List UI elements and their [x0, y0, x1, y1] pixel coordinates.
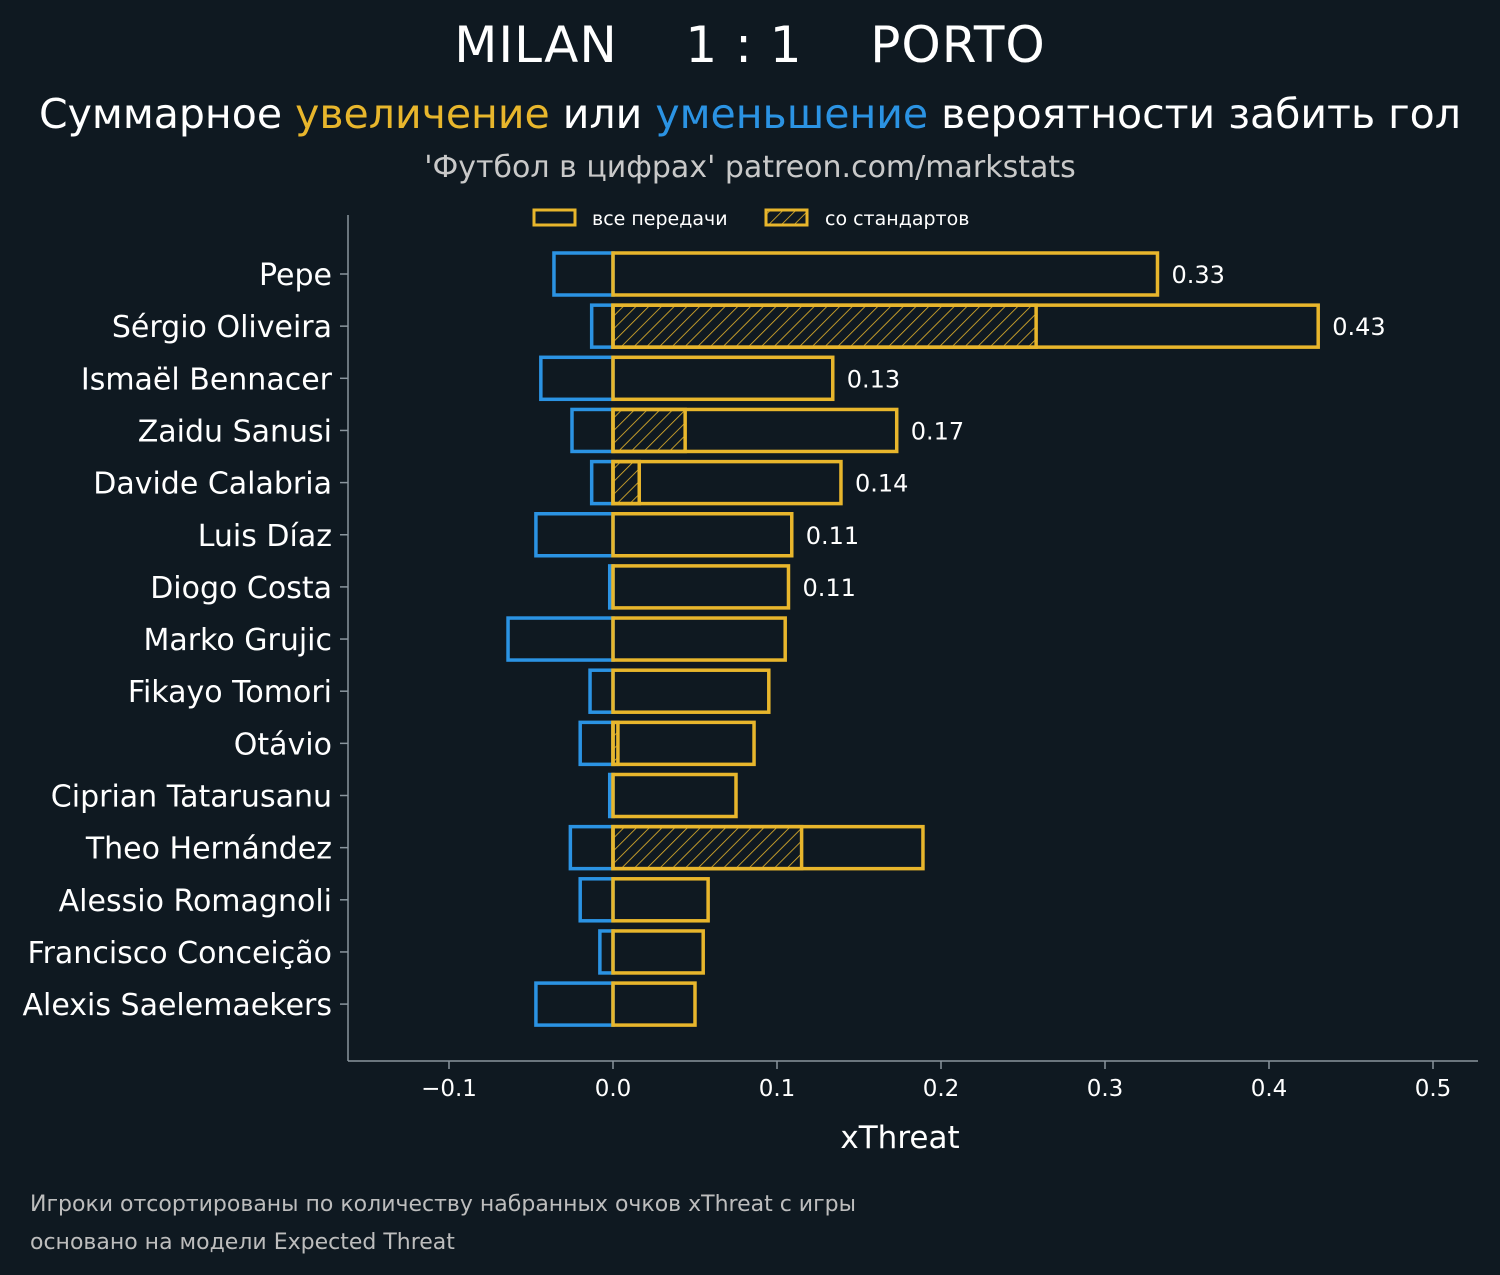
y-tick-label: Ciprian Tatarusanu [51, 780, 332, 815]
bar-decrease [589, 303, 615, 349]
bar-decrease [552, 251, 615, 297]
bar-value-label: 0.43 [1332, 313, 1385, 341]
bar-value-label: 0.14 [855, 470, 908, 498]
y-tick-label: Alexis Saelemaekers [22, 988, 332, 1023]
bar-decrease [534, 512, 615, 558]
bar-all-passes [611, 459, 843, 506]
footer-line-2: основано на модели Expected Threat [30, 1230, 455, 1255]
legend-label-all-passes: все передачи [592, 208, 728, 230]
y-tick-label: Alessio Romagnoli [59, 884, 332, 919]
x-tick-label: 0.3 [1087, 1076, 1124, 1102]
bar-decrease [598, 929, 615, 975]
x-tick-label: 0.2 [923, 1076, 960, 1102]
footer-line-1: Игроки отсортированы по количеству набра… [30, 1192, 856, 1217]
bar-all-passes [611, 824, 925, 871]
bar-all-passes [611, 616, 787, 662]
bar-value-label: 0.11 [806, 522, 859, 550]
bar-set-pieces [611, 407, 687, 454]
subtitle-prefix: Суммарное [39, 90, 296, 138]
bar-all-passes [611, 303, 1320, 349]
x-tick-label: 0.5 [1415, 1076, 1452, 1102]
subtitle-middle: или [549, 90, 656, 138]
bar-all-passes [611, 720, 756, 767]
y-tick-label: Sérgio Oliveira [112, 310, 332, 345]
legend-swatch-all-passes [532, 208, 577, 227]
bar-value-label: 0.17 [911, 417, 964, 445]
bar-decrease [588, 668, 615, 714]
y-tick-label: Theo Hernández [85, 832, 332, 867]
bar-set-pieces [611, 303, 1038, 349]
bar-decrease [578, 720, 615, 767]
x-tick-label: 0.0 [595, 1076, 632, 1102]
y-tick-label: Ismaël Bennacer [81, 362, 333, 397]
bar-decrease [570, 407, 615, 454]
bar-all-passes [611, 564, 791, 610]
y-tick-label: Zaidu Sanusi [138, 414, 332, 449]
away-team: PORTO [870, 16, 1046, 74]
bar-set-pieces [611, 824, 804, 871]
y-tick-label: Otávio [234, 727, 332, 762]
y-tick-label: Marko Grujic [143, 623, 332, 658]
legend-label-set-pieces: со стандартов [825, 208, 969, 230]
bar-all-passes [611, 512, 794, 558]
bar-decrease [539, 355, 615, 402]
source-credit: 'Футбол в цифрах' patreon.com/markstats [424, 150, 1076, 185]
bar-all-passes [611, 407, 899, 454]
chart-subtitle: Суммарное увеличение или уменьшение веро… [0, 90, 1500, 138]
bar-decrease [534, 981, 615, 1027]
y-tick-label: Davide Calabria [93, 467, 332, 502]
y-tick-label: Diogo Costa [150, 571, 332, 606]
x-tick-label: 0.4 [1251, 1076, 1288, 1102]
bar-set-pieces [611, 459, 641, 506]
bar-value-label: 0.13 [847, 365, 900, 393]
bar-all-passes [611, 355, 835, 402]
y-tick-label: Fikayo Tomori [128, 675, 332, 710]
subtitle-decrease: уменьшение [655, 90, 929, 138]
x-axis-label: xThreat [840, 1120, 959, 1156]
bar-all-passes [611, 251, 1160, 297]
bar-decrease [589, 459, 615, 506]
legend-swatch-set-pieces [764, 208, 809, 227]
y-tick-label: Francisco Conceição [28, 936, 332, 971]
home-team: MILAN [454, 16, 618, 74]
y-tick-label: Luis Díaz [198, 519, 332, 554]
x-tick-label: 0.1 [759, 1076, 796, 1102]
match-score: 1 : 1 [685, 16, 803, 74]
bar-all-passes [611, 877, 710, 923]
bar-decrease [506, 616, 615, 662]
chart-title: MILAN 1 : 1 PORTO [0, 16, 1500, 74]
bar-value-label: 0.33 [1171, 261, 1224, 289]
bar-all-passes [611, 981, 697, 1027]
x-tick-label: −0.1 [421, 1076, 477, 1102]
y-tick-label: Pepe [259, 258, 332, 293]
bar-all-passes [611, 772, 738, 819]
bar-decrease [568, 824, 615, 871]
subtitle-increase: увеличение [295, 90, 550, 138]
bar-all-passes [611, 929, 705, 975]
bar-value-label: 0.11 [802, 574, 855, 602]
subtitle-suffix: вероятности забить гол [928, 90, 1461, 138]
bar-decrease [578, 877, 615, 923]
bar-all-passes [611, 668, 771, 714]
footer-notes: Игроки отсортированы по количеству набра… [30, 1186, 856, 1262]
